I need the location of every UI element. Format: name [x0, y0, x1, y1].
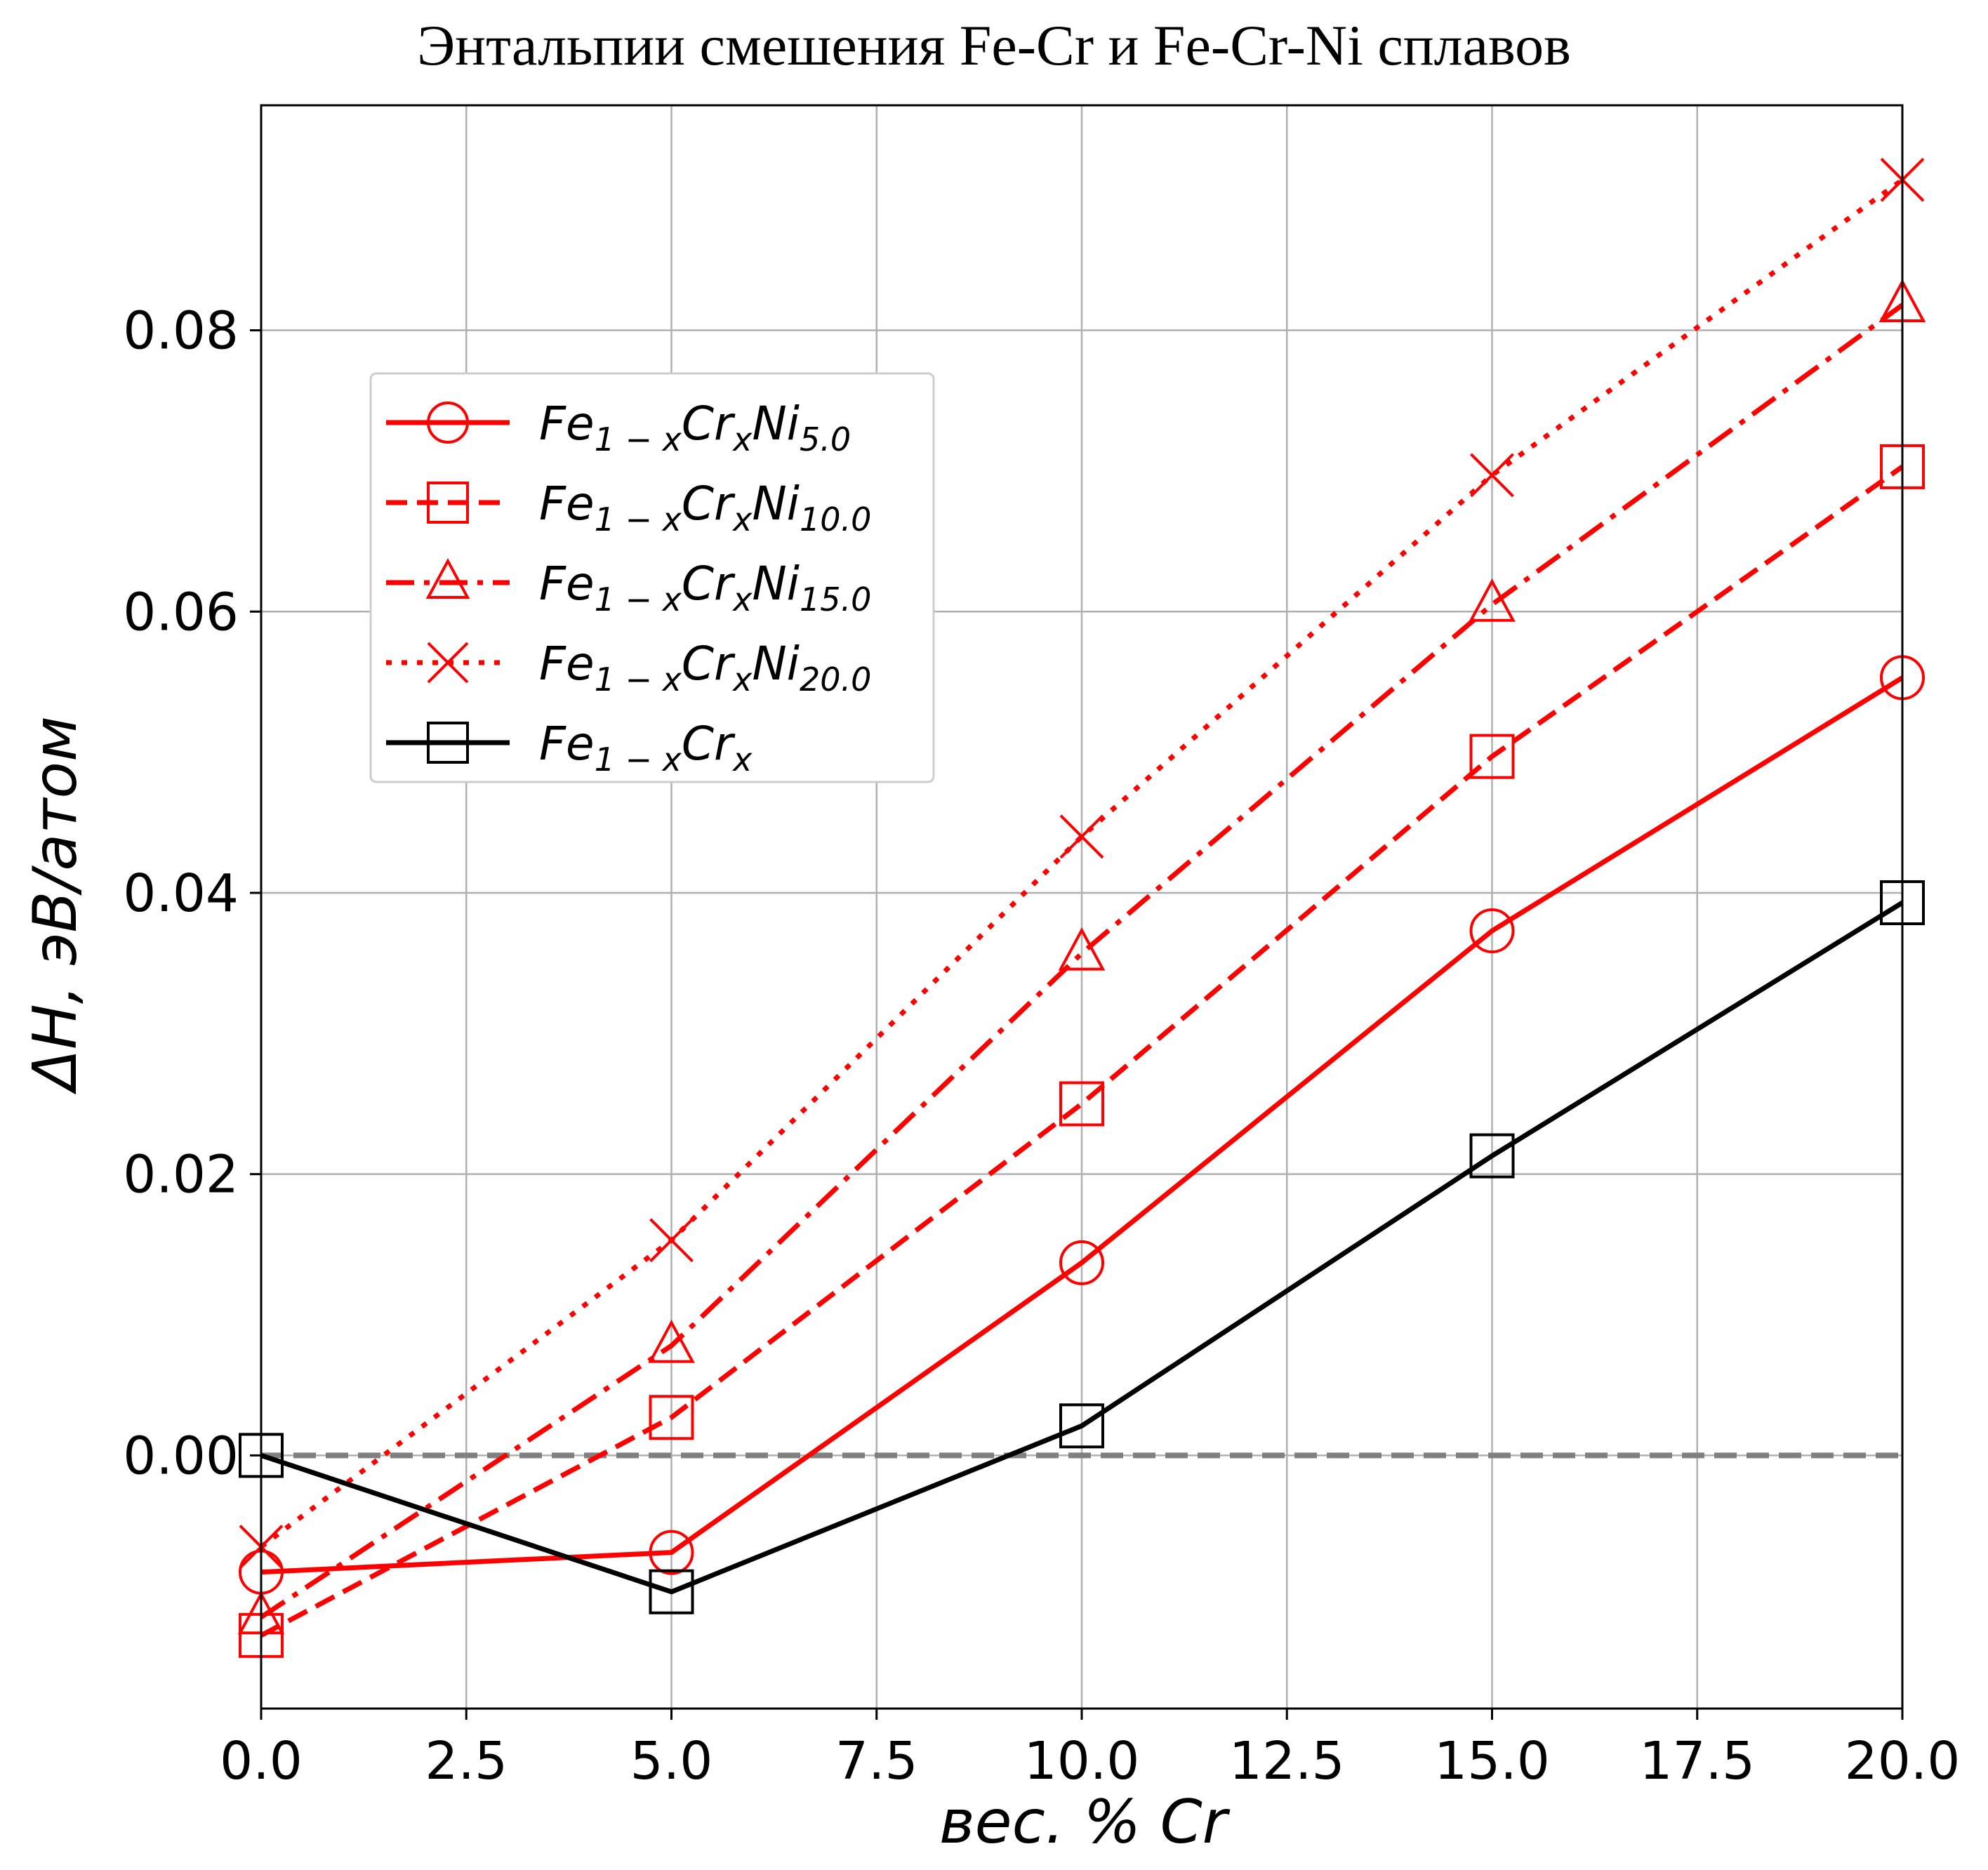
- x-tick-label: 5.0: [630, 1731, 713, 1791]
- legend-entry-2: Fe1 − xCrxNi10.0: [386, 477, 871, 538]
- data-point-x: [1470, 453, 1514, 498]
- grid: [260, 105, 1904, 1709]
- y-axis-ticks: 0.00 0.02 0.04 0.06 0.08: [123, 301, 261, 1486]
- legend-entry-3: Fe1 − xCrxNi15.0: [386, 557, 871, 618]
- data-point-square: [1469, 1133, 1515, 1179]
- data-point-triangle: [1469, 578, 1516, 622]
- legend-marker-square: [427, 482, 469, 524]
- legend-box: [369, 372, 935, 783]
- legend-entry-5: Fe1 − xCrx: [386, 717, 753, 778]
- y-tick-label: 0.06: [123, 582, 239, 642]
- data-point-triangle: [648, 1319, 695, 1363]
- x-tick-label: 0.0: [220, 1731, 303, 1791]
- data-point-circle: [649, 1530, 694, 1575]
- x-tick-label: 20.0: [1845, 1731, 1961, 1791]
- legend-entry-1: Fe1 − xCrxNi5.0: [386, 397, 851, 458]
- data-point-triangle: [1058, 927, 1106, 971]
- y-tick-label: 0.04: [123, 863, 239, 924]
- data-point-square: [1469, 734, 1515, 779]
- series-line: [260, 303, 1904, 1619]
- data-point-square: [1059, 1081, 1104, 1127]
- series-line: [260, 675, 1904, 1575]
- y-tick-label: 0.08: [123, 301, 239, 362]
- series-1: [239, 655, 1925, 1595]
- x-tick-label: 10.0: [1024, 1731, 1140, 1791]
- legend-marker-triangle: [425, 557, 470, 599]
- x-tick-label: 7.5: [835, 1731, 918, 1791]
- series-line: [259, 178, 1904, 1549]
- x-tick-label: 15.0: [1434, 1731, 1550, 1791]
- series-line: [260, 465, 1904, 1638]
- x-axis-label: вес. % Cr: [939, 1787, 1231, 1857]
- legend-label: Fe1 − xCrx: [539, 717, 753, 778]
- legend-marker-x: [427, 642, 469, 684]
- data-point-circle: [1469, 908, 1515, 954]
- data-point-x: [1059, 814, 1104, 859]
- legend-label: Fe1 − xCrxNi5.0: [539, 397, 851, 458]
- x-axis-ticks: 0.0 2.5 5.0 7.5 10.0 12.5 15.0 17.5 20.0: [220, 1709, 1960, 1791]
- chart-title: Энтальпии смешения Fe-Cr и Fe-Cr-Ni спла…: [417, 13, 1571, 77]
- data-point-square: [649, 1395, 694, 1440]
- x-tick-label: 2.5: [425, 1731, 508, 1791]
- x-tick-label: 12.5: [1229, 1731, 1345, 1791]
- y-tick-label: 0.02: [123, 1145, 239, 1205]
- y-tick-label: 0.00: [123, 1426, 239, 1486]
- y-axis-label: ΔH, эВ/атом: [20, 716, 91, 1095]
- legend-label: Fe1 − xCrxNi20.0: [539, 637, 871, 698]
- x-tick-label: 17.5: [1639, 1731, 1755, 1791]
- legend-label: Fe1 − xCrxNi10.0: [539, 477, 871, 538]
- legend: Fe1 − xCrxNi5.0 Fe1 − xCrxNi10.0 Fe1 − xCr…: [369, 372, 935, 783]
- legend-label: Fe1 − xCrxNi15.0: [539, 557, 871, 618]
- legend-entry-4: Fe1 − xCrxNi20.0: [386, 637, 871, 698]
- data-point-x: [649, 1218, 694, 1263]
- series-line: [260, 901, 1904, 1595]
- legend-marker-square: [427, 722, 469, 764]
- data-point-square: [1059, 1403, 1104, 1449]
- data-point-square: [649, 1569, 694, 1614]
- data-point-circle: [1059, 1240, 1104, 1285]
- legend-marker-circle: [427, 402, 469, 444]
- plot-series: [237, 157, 1926, 1658]
- series-3: [237, 279, 1926, 1635]
